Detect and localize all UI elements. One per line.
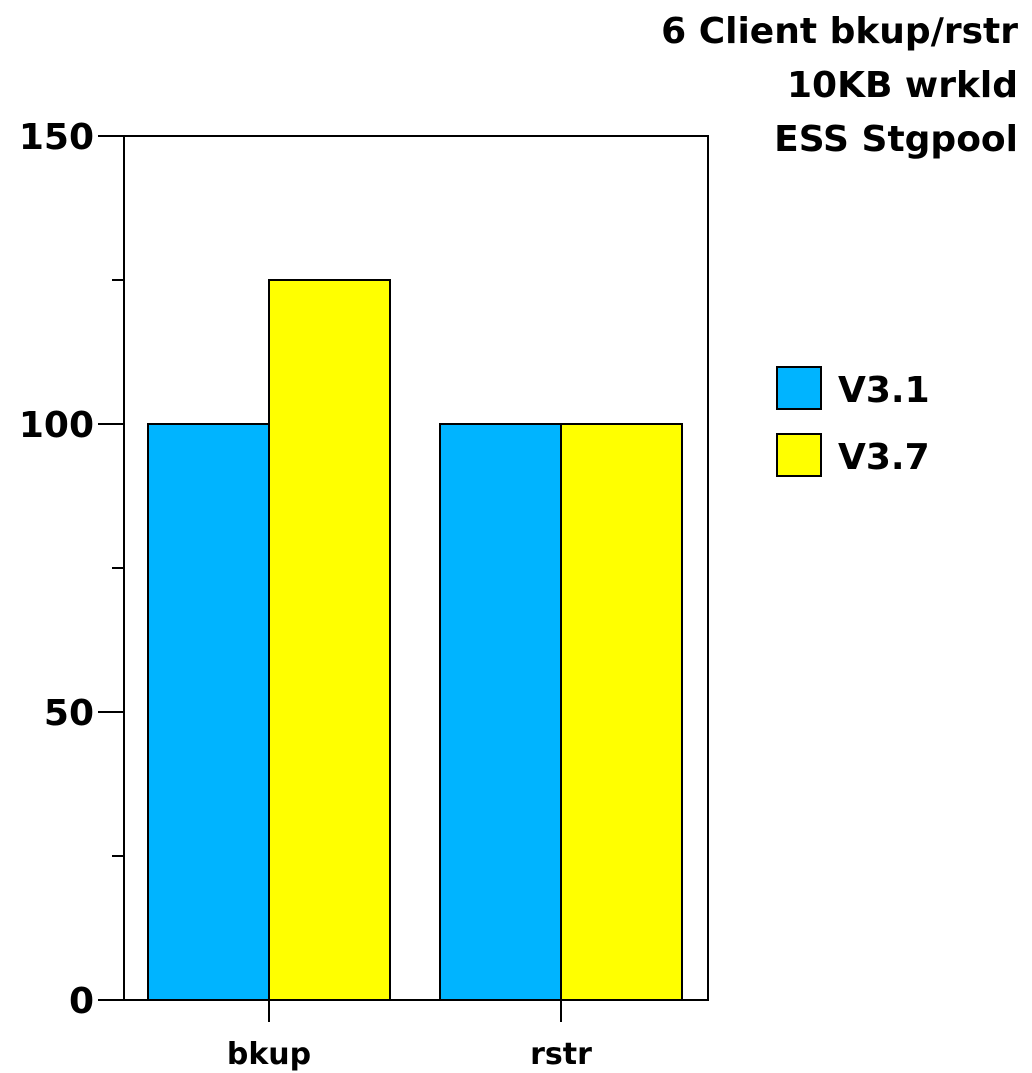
legend-swatch-v3-7	[776, 433, 822, 477]
chart-title: 6 Client bkup/rstr 10KB wrkld ESS Stgpoo…	[661, 11, 1018, 160]
y-tick-label: 0	[69, 981, 94, 1022]
legend-label-v3-7: V3.7	[838, 437, 930, 478]
y-tick-label: 100	[19, 405, 94, 446]
x-tick-label-bkup: bkup	[227, 1037, 311, 1072]
bar-rstr-v3-7	[560, 423, 683, 1001]
x-axis: bkup rstr	[227, 1000, 592, 1072]
bar-bkup-v3-1	[147, 423, 270, 1001]
bars	[147, 279, 683, 1001]
y-tick-label: 150	[19, 117, 94, 158]
chart-title-line-1: 6 Client bkup/rstr	[661, 11, 1018, 52]
legend-swatch-v3-1	[776, 366, 822, 410]
legend: V3.1 V3.7	[776, 366, 930, 478]
y-axis: 0 50 100 150	[19, 117, 124, 1022]
bar-rstr-v3-1	[439, 423, 562, 1001]
legend-label-v3-1: V3.1	[838, 370, 930, 411]
bar-bkup-v3-7	[268, 279, 391, 1001]
chart-title-line-3: ESS Stgpool	[774, 119, 1018, 160]
y-tick-label: 50	[44, 693, 94, 734]
chart-title-line-2: 10KB wrkld	[787, 65, 1018, 106]
x-tick-label-rstr: rstr	[530, 1037, 592, 1072]
